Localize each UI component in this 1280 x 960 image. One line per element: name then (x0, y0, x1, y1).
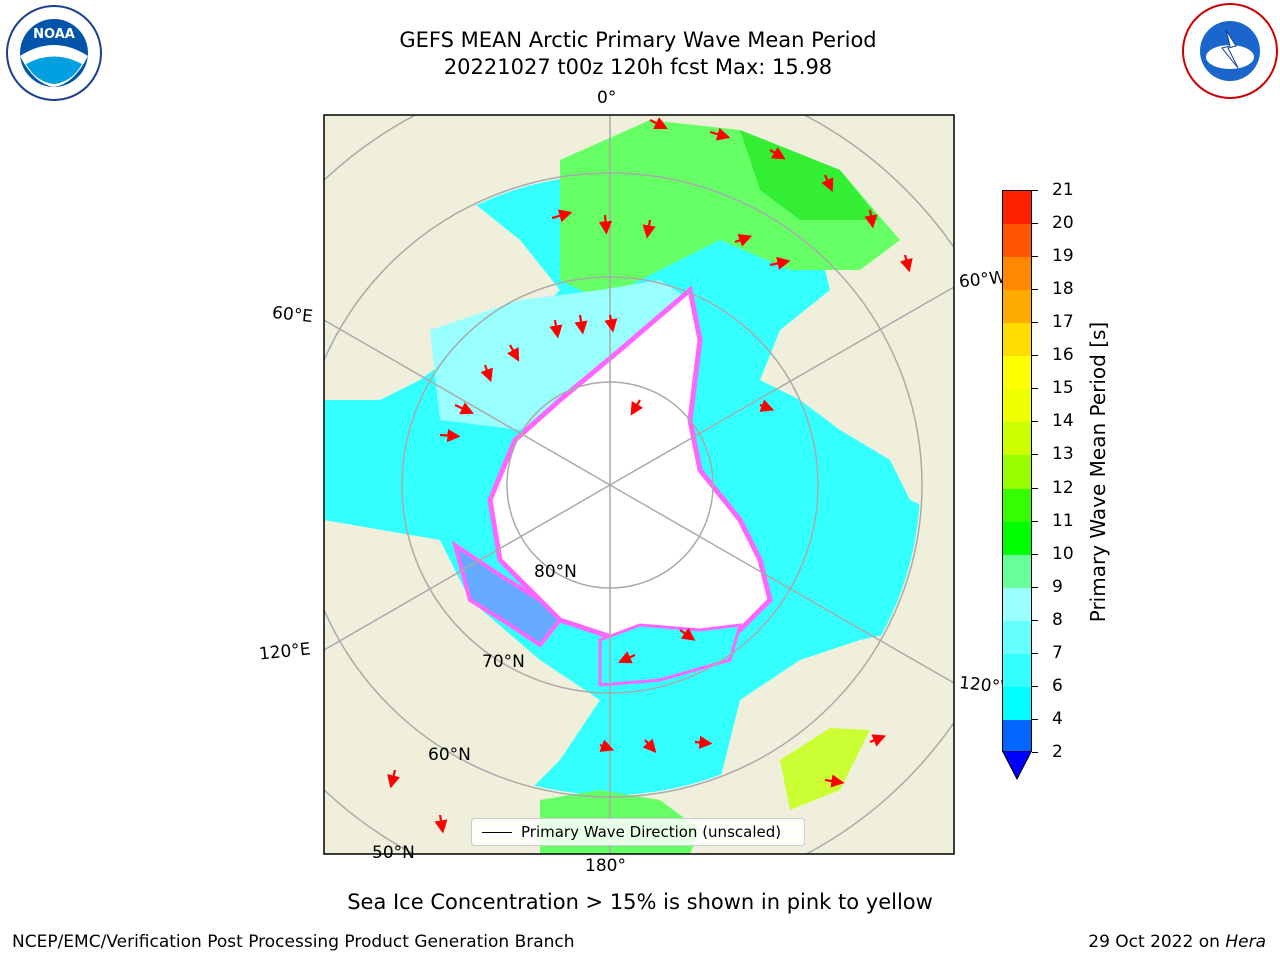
lat-label-60n: 60°N (428, 745, 471, 765)
colorbar-tick-label: 21 (1052, 180, 1074, 200)
colorbar-segment (1003, 257, 1031, 291)
colorbar-tick-label: 20 (1052, 213, 1074, 234)
colorbar-tickmark (1032, 388, 1038, 390)
lon-label-0: 0° (597, 88, 617, 108)
colorbar-tick-label: 6 (1052, 675, 1063, 696)
colorbar-tick-label: 9 (1052, 576, 1063, 597)
colorbar-segment (1003, 224, 1031, 258)
colorbar-segment (1003, 455, 1031, 489)
graticule (324, 115, 954, 854)
legend-line-swatch (482, 832, 512, 833)
colorbar-segment (1003, 422, 1031, 456)
colorbar (1002, 190, 1032, 753)
colorbar-tickmark (1032, 752, 1038, 753)
colorbar-tick-label: 4 (1052, 708, 1063, 729)
colorbar-tick-label: 12 (1052, 477, 1074, 498)
colorbar-tickmark (1032, 223, 1038, 225)
chart-title: GEFS MEAN Arctic Primary Wave Mean Perio… (399, 28, 877, 52)
lat-label-80n: 80°N (534, 562, 577, 582)
colorbar-segment (1003, 554, 1031, 588)
noaa-logo: NOAA (6, 5, 102, 101)
colorbar-segment (1003, 521, 1031, 555)
colorbar-tickmark (1032, 487, 1038, 489)
colorbar-segment (1003, 290, 1031, 324)
colorbar-tickmark (1032, 652, 1038, 654)
map-frame (323, 114, 955, 855)
colorbar-tickmark (1032, 454, 1038, 456)
colorbar-tick-label: 11 (1052, 510, 1074, 531)
map-area (324, 115, 954, 854)
colorbar-tick-label: 16 (1052, 345, 1074, 366)
svg-text:NOAA: NOAA (33, 27, 75, 42)
lon-label-180: 180° (585, 856, 626, 876)
colorbar-segment (1003, 719, 1031, 753)
colorbar-tickmark (1032, 586, 1038, 588)
footer-system: Hera (1225, 932, 1266, 952)
colorbar-label: Primary Wave Mean Period [s] (1086, 321, 1110, 623)
lat-label-50n: 50°N (372, 843, 415, 863)
colorbar-under-arrow (1002, 751, 1032, 781)
colorbar-tick-label: 19 (1052, 246, 1074, 267)
colorbar-segment (1003, 587, 1031, 621)
lat-label-70n: 70°N (482, 652, 525, 672)
legend-label: Primary Wave Direction (unscaled) (521, 823, 782, 841)
barents-sea (430, 280, 690, 430)
colorbar-tickmark (1032, 553, 1038, 555)
colorbar-tick-label: 10 (1052, 543, 1074, 564)
colorbar-tick-label: 14 (1052, 411, 1074, 432)
colorbar-tick-label: 8 (1052, 609, 1063, 630)
colorbar-tickmark (1032, 190, 1038, 191)
sea-ice-caption: Sea Ice Concentration > 15% is shown in … (347, 890, 933, 914)
colorbar-tickmark (1032, 718, 1038, 720)
colorbar-tick-label: 15 (1052, 378, 1074, 399)
wave-direction-arrows (387, 117, 913, 834)
colorbar-segment (1003, 191, 1031, 225)
colorbar-segment (1003, 653, 1031, 687)
footer-date-text: 29 Oct 2022 on (1088, 932, 1226, 952)
colorbar-segment (1003, 389, 1031, 423)
colorbar-tickmark (1032, 256, 1038, 258)
colorbar-segment (1003, 488, 1031, 522)
lon-label-60e: 60°E (271, 302, 314, 328)
greenland-canada-land (760, 250, 954, 520)
bering-yellow-green (780, 728, 870, 810)
colorbar-tickmark (1032, 289, 1038, 291)
colorbar-tick-label: 13 (1052, 444, 1074, 465)
colorbar-tickmark (1032, 421, 1038, 423)
colorbar-tickmark (1032, 322, 1038, 324)
colorbar-segment (1003, 686, 1031, 720)
colorbar-tickmark (1032, 520, 1038, 522)
laptev-ice-edge (451, 540, 563, 648)
colorbar-tickmark (1032, 619, 1038, 621)
footer-date: 29 Oct 2022 on Hera (1088, 932, 1266, 952)
colorbar-tick-label: 18 (1052, 279, 1074, 300)
colorbar-segment (1003, 620, 1031, 654)
colorbar-tick-label: 7 (1052, 642, 1063, 663)
nws-logo (1182, 3, 1278, 99)
colorbar-segment (1003, 323, 1031, 357)
chart-subtitle: 20221027 t00z 120h fcst Max: 15.98 (443, 55, 833, 79)
legend: Primary Wave Direction (unscaled) (471, 818, 805, 846)
colorbar-tickmark (1032, 355, 1038, 357)
colorbar-tickmark (1032, 685, 1038, 687)
siberia-land (324, 520, 600, 854)
colorbar-tick-label: 17 (1052, 312, 1074, 333)
footer-producer: NCEP/EMC/Verification Post Processing Pr… (12, 932, 575, 952)
colorbar-segment (1003, 356, 1031, 390)
colorbar-tick-label: 2 (1052, 742, 1063, 762)
